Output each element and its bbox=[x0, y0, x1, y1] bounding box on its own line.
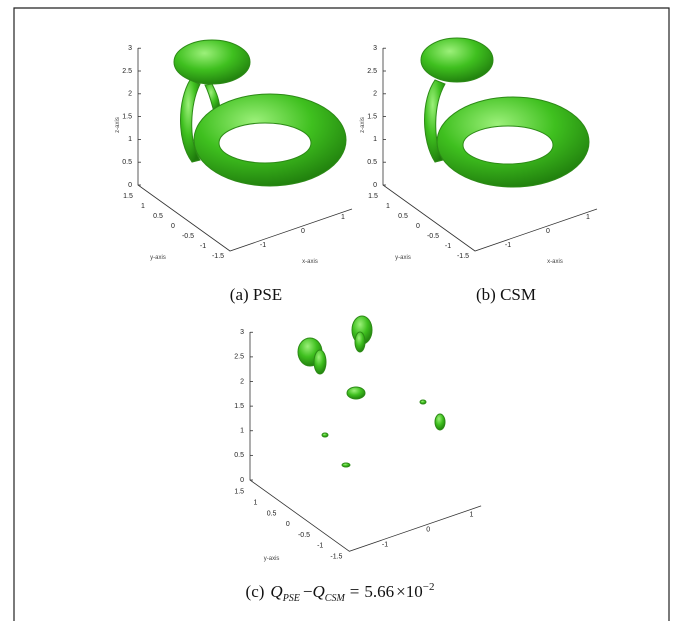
y-tick-label: -0.5 bbox=[298, 532, 310, 539]
x-axis-label: x-axis bbox=[302, 259, 318, 265]
z-tick-label: 1.5 bbox=[122, 113, 132, 120]
y-tick-label: 0 bbox=[416, 223, 420, 230]
x-tick-label: -1 bbox=[260, 242, 266, 249]
y-axis-label: y-axis bbox=[395, 255, 411, 261]
y-tick-label: 1 bbox=[141, 203, 145, 210]
frame bbox=[14, 8, 669, 621]
y-tick-label: -1 bbox=[445, 243, 451, 250]
x-tick-label: -1 bbox=[505, 242, 511, 249]
z-tick-label: 2 bbox=[240, 378, 244, 385]
y-tick-label: 0 bbox=[286, 521, 290, 528]
caption-part: Q bbox=[270, 582, 282, 601]
caption-part: (c) bbox=[246, 582, 265, 601]
z-tick-label: 2 bbox=[373, 91, 377, 98]
x-tick-label: 0 bbox=[426, 527, 430, 534]
y-tick-label: -1.5 bbox=[457, 253, 469, 260]
x-tick-label: 1 bbox=[341, 214, 345, 221]
z-tick-label: 0.5 bbox=[367, 159, 377, 166]
z-tick-label: 0.5 bbox=[122, 159, 132, 166]
z-tick-label: 3 bbox=[373, 45, 377, 52]
caption-part: PSE bbox=[282, 593, 300, 604]
y-tick-label: -1.5 bbox=[330, 554, 342, 561]
caption-part: −2 bbox=[423, 581, 435, 593]
z-tick-label: 0 bbox=[128, 182, 132, 189]
x-tick-label: -1 bbox=[382, 542, 388, 549]
y-tick-label: -0.5 bbox=[182, 233, 194, 240]
y-tick-label: -0.5 bbox=[427, 233, 439, 240]
z-tick-label: 0.5 bbox=[234, 452, 244, 459]
figure: 0 0.5 1 1.5 2 2.5 3 1.5 1 0.5 0 -0.5 -1 -1.5 -1 0 1 z-axi… bbox=[0, 0, 683, 621]
caption: (b) CSM bbox=[476, 285, 536, 304]
x-tick-label: 1 bbox=[586, 214, 590, 221]
y-axis-label: y-axis bbox=[150, 255, 166, 261]
y-tick-label: -1.5 bbox=[212, 253, 224, 260]
y-tick-label: 0.5 bbox=[267, 510, 277, 517]
z-tick-label: 1 bbox=[373, 136, 377, 143]
y-tick-label: 1.5 bbox=[368, 193, 378, 200]
x-tick-label: 1 bbox=[469, 511, 473, 518]
caption: (c)QPSE−QCSM=5.66×10−2 bbox=[246, 581, 435, 604]
z-tick-label: 0 bbox=[240, 477, 244, 484]
y-tick-label: 0 bbox=[171, 223, 175, 230]
caption-part: = bbox=[350, 582, 360, 601]
y-tick-label: 1 bbox=[253, 500, 257, 507]
isosurface bbox=[421, 38, 589, 187]
caption-part: CSM bbox=[325, 593, 346, 604]
z-tick-label: 2.5 bbox=[122, 68, 132, 75]
z-tick-label: 3 bbox=[240, 329, 244, 336]
caption-part: 5.66 bbox=[364, 582, 394, 601]
y-tick-label: 0.5 bbox=[153, 213, 163, 220]
y-tick-label: 1.5 bbox=[234, 489, 244, 496]
axis bbox=[250, 332, 481, 551]
isosurface bbox=[298, 316, 445, 467]
isosurface bbox=[174, 40, 346, 186]
x-tick-label: 0 bbox=[301, 228, 305, 235]
z-axis-label: z-axis bbox=[360, 117, 366, 133]
z-axis-label: z-axis bbox=[115, 117, 121, 133]
caption-part: × bbox=[396, 582, 406, 601]
caption-part: Q bbox=[313, 582, 325, 601]
z-tick-label: 1 bbox=[128, 136, 132, 143]
y-tick-label: -1 bbox=[317, 543, 323, 550]
z-tick-label: 1 bbox=[240, 428, 244, 435]
y-tick-label: 1 bbox=[386, 203, 390, 210]
y-axis-label: y-axis bbox=[264, 556, 280, 562]
z-tick-label: 1.5 bbox=[367, 113, 377, 120]
caption-part: 10 bbox=[406, 582, 423, 601]
y-tick-label: 1.5 bbox=[123, 193, 133, 200]
x-tick-label: 0 bbox=[546, 228, 550, 235]
y-tick-label: -1 bbox=[200, 243, 206, 250]
x-axis-label: x-axis bbox=[547, 259, 563, 265]
z-tick-label: 3 bbox=[128, 45, 132, 52]
z-tick-label: 0 bbox=[373, 182, 377, 189]
z-tick-label: 2.5 bbox=[234, 354, 244, 361]
z-tick-label: 1.5 bbox=[234, 403, 244, 410]
caption: (a) PSE bbox=[230, 285, 282, 304]
z-tick-label: 2 bbox=[128, 91, 132, 98]
caption-part: − bbox=[303, 582, 313, 601]
y-tick-label: 0.5 bbox=[398, 213, 408, 220]
z-tick-label: 2.5 bbox=[367, 68, 377, 75]
